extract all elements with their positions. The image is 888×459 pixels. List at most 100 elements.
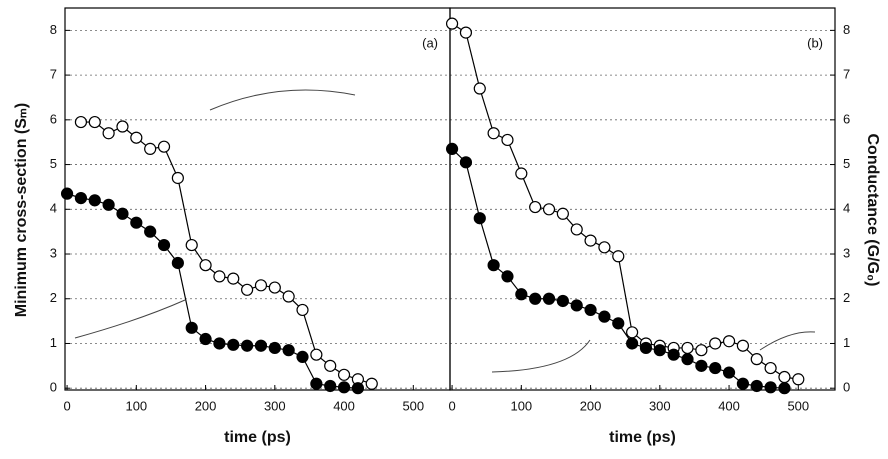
data-point <box>130 131 143 144</box>
data-point <box>241 339 254 352</box>
x-tick-label: 300 <box>264 398 286 413</box>
data-point <box>324 379 337 393</box>
data-point <box>709 361 722 375</box>
x-tick-label: 500 <box>402 398 424 413</box>
data-point <box>157 238 171 252</box>
data-point <box>296 350 309 363</box>
data-point <box>144 142 157 156</box>
series-line <box>80 121 372 385</box>
data-point <box>570 223 583 236</box>
data-point <box>722 366 736 379</box>
data-point <box>667 348 680 361</box>
data-point <box>254 339 268 352</box>
data-point <box>296 303 309 317</box>
data-point <box>529 200 542 214</box>
y-tick-label: 3 <box>50 245 57 260</box>
data-point <box>709 337 722 350</box>
data-point <box>365 377 378 390</box>
y-tick-label: 8 <box>50 22 57 37</box>
series-line <box>451 23 799 380</box>
data-point <box>227 272 240 285</box>
data-point <box>542 292 556 305</box>
y-tick-label: 6 <box>50 111 57 126</box>
data-point <box>254 279 268 292</box>
arrow <box>209 89 356 111</box>
data-point <box>626 337 639 350</box>
data-point <box>584 234 597 247</box>
data-point <box>570 299 583 312</box>
data-point <box>556 207 569 220</box>
data-point <box>778 382 791 395</box>
series-line <box>451 148 785 389</box>
data-point <box>88 115 101 129</box>
data-point <box>337 381 351 394</box>
y2-tick-label: 8 <box>843 22 850 37</box>
data-point <box>778 370 791 384</box>
data-point <box>102 127 115 140</box>
data-point <box>116 207 129 220</box>
data-point <box>598 241 611 254</box>
x-tick-label: 400 <box>333 398 355 413</box>
data-point <box>626 326 639 339</box>
data-point <box>584 303 597 317</box>
data-point <box>241 283 254 296</box>
y-tick-label: 2 <box>50 290 57 305</box>
y-tick-label: 4 <box>50 201 57 216</box>
x-tick-label: 200 <box>580 398 602 413</box>
data-point <box>501 133 514 147</box>
arrow <box>759 331 816 351</box>
data-point <box>157 140 171 153</box>
data-point <box>736 377 750 390</box>
data-point <box>185 238 198 252</box>
data-point <box>74 115 88 129</box>
y2-tick-label: 2 <box>843 290 850 305</box>
data-point <box>116 120 129 133</box>
data-point <box>102 198 115 211</box>
data-point <box>310 348 323 361</box>
y2-tick-label: 7 <box>843 67 850 82</box>
data-point <box>473 212 486 225</box>
data-point <box>764 381 777 394</box>
data-point <box>144 225 157 238</box>
data-point <box>750 379 763 393</box>
data-point <box>282 290 295 303</box>
series-line <box>66 193 358 389</box>
y2-tick-label: 5 <box>843 156 850 171</box>
data-point <box>542 203 556 216</box>
data-point <box>445 17 459 30</box>
y2-tick-label: 1 <box>843 335 850 350</box>
data-point <box>515 288 528 301</box>
y-tick-label: 5 <box>50 156 57 171</box>
data-point <box>487 259 500 272</box>
x-axis-title: time (ps) <box>224 429 291 446</box>
data-point <box>199 332 212 346</box>
y-tick-label: 0 <box>50 380 57 395</box>
data-point <box>681 341 694 355</box>
decorations <box>74 89 816 373</box>
data-point <box>268 341 281 355</box>
data-point <box>227 338 240 351</box>
y-axis-title: Minimum cross-section (Sₘ) <box>13 103 30 317</box>
panel-label: (a) <box>422 35 438 50</box>
x-tick-label: 0 <box>63 398 70 413</box>
data-point <box>653 344 666 357</box>
y2-tick-label: 6 <box>843 111 850 126</box>
data-point <box>130 216 143 229</box>
data-point <box>695 359 708 372</box>
data-point <box>351 382 365 395</box>
data-point <box>764 361 777 375</box>
data-point <box>60 187 74 200</box>
y2-tick-label: 0 <box>843 380 850 395</box>
data-point <box>171 256 184 270</box>
data-point <box>681 353 694 366</box>
y2-tick-label: 4 <box>843 201 850 216</box>
y2-axis-title: Conductance (G/G₀) <box>864 134 881 287</box>
data-point <box>445 142 459 156</box>
data-point <box>501 270 514 283</box>
data-point <box>736 339 750 352</box>
data-point <box>515 167 528 180</box>
x-tick-label: 400 <box>718 398 740 413</box>
data-point <box>639 341 653 355</box>
data-point <box>459 26 473 39</box>
